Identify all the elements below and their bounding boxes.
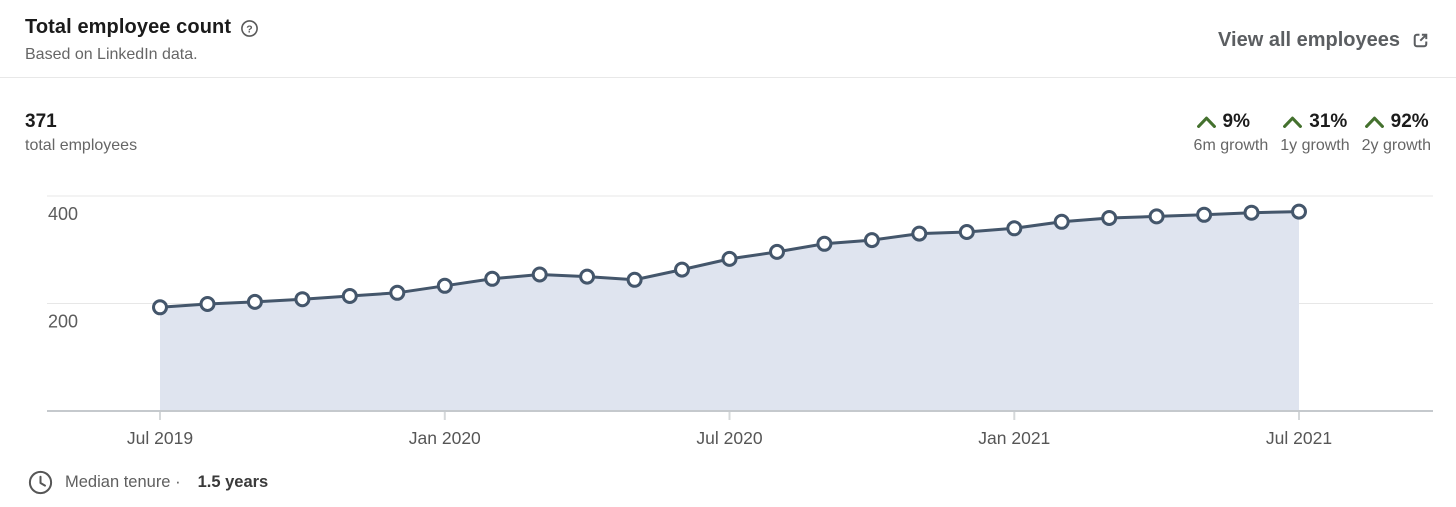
x-axis-tick-label: Jul 2019 bbox=[127, 428, 193, 448]
chart-point[interactable] bbox=[246, 293, 263, 310]
area-fill bbox=[160, 211, 1299, 411]
chart-point[interactable] bbox=[341, 288, 358, 304]
chart-point[interactable] bbox=[1053, 213, 1070, 230]
stats-row: 371 total employees 9% 6m growth bbox=[0, 78, 1456, 155]
median-tenure-value: 1.5 years bbox=[197, 473, 269, 491]
chart-point[interactable] bbox=[1291, 203, 1307, 220]
total-employees-stat: 371 total employees bbox=[25, 111, 137, 155]
y-axis-tick-label: 200 bbox=[48, 312, 78, 332]
growth-stat-1y: 31% 1y growth bbox=[1280, 111, 1349, 155]
chart-point[interactable] bbox=[436, 277, 453, 294]
total-employees-label: total employees bbox=[25, 137, 138, 154]
clock-icon bbox=[28, 470, 53, 495]
chart-point[interactable] bbox=[294, 291, 311, 308]
chart-point[interactable] bbox=[911, 225, 928, 242]
growth-stat-6m: 9% 6m growth bbox=[1194, 111, 1269, 155]
chart-point[interactable] bbox=[484, 270, 501, 287]
page-title: Total employee count bbox=[25, 16, 232, 38]
growth-label: 2y growth bbox=[1361, 137, 1431, 154]
chart-point[interactable] bbox=[1148, 208, 1165, 225]
median-tenure-row: Median tenure · 1.5 years bbox=[28, 470, 268, 495]
view-all-label: View all employees bbox=[1218, 29, 1400, 51]
chart-point[interactable] bbox=[531, 266, 548, 283]
chart-point[interactable] bbox=[1196, 206, 1213, 223]
chart-point[interactable] bbox=[816, 235, 833, 252]
x-axis-tick-label: Jan 2020 bbox=[409, 428, 481, 448]
chart-point[interactable] bbox=[863, 232, 880, 249]
growth-value: 92% bbox=[1390, 111, 1429, 132]
growth-stats: 9% 6m growth 31% 1y growth bbox=[1194, 111, 1431, 155]
area-chart-svg: 200 400 Jul 2019 Jan 2020 Jul 2020 Jan 2021 Ju… bbox=[47, 195, 1433, 448]
median-tenure-label: Median tenure · bbox=[65, 473, 181, 491]
growth-label: 1y growth bbox=[1280, 137, 1350, 154]
chart-point[interactable] bbox=[152, 299, 168, 316]
chart-point[interactable] bbox=[1243, 204, 1260, 221]
chart-point[interactable] bbox=[199, 296, 216, 312]
card-header: Total employee count ? Based on LinkedIn… bbox=[0, 0, 1456, 78]
external-link-icon bbox=[1410, 30, 1431, 51]
x-axis-tick-label: Jul 2021 bbox=[1266, 428, 1332, 448]
y-axis-tick-label: 400 bbox=[48, 204, 78, 224]
chart-point[interactable] bbox=[674, 261, 690, 278]
chart-point[interactable] bbox=[1006, 220, 1023, 237]
total-employees-value: 371 bbox=[25, 111, 57, 132]
x-axis-tick-label: Jul 2020 bbox=[696, 428, 762, 448]
growth-up-icon bbox=[1196, 116, 1216, 128]
chart-point[interactable] bbox=[389, 284, 406, 301]
growth-stat-2y: 92% 2y growth bbox=[1362, 111, 1431, 155]
growth-value: 31% bbox=[1309, 111, 1348, 132]
chart-point[interactable] bbox=[958, 224, 975, 240]
chart-point[interactable] bbox=[579, 268, 596, 285]
employee-count-chart: 200 400 Jul 2019 Jan 2020 Jul 2020 Jan 2021 Ju… bbox=[0, 186, 1456, 461]
growth-up-icon bbox=[1283, 116, 1303, 128]
growth-label: 6m growth bbox=[1193, 137, 1269, 154]
growth-value: 9% bbox=[1222, 111, 1251, 132]
header-title-block: Total employee count ? Based on LinkedIn… bbox=[25, 16, 259, 64]
chart-point[interactable] bbox=[721, 250, 738, 267]
chart-point[interactable] bbox=[626, 271, 643, 288]
card-subtitle: Based on LinkedIn data. bbox=[25, 46, 198, 63]
help-icon[interactable]: ? bbox=[240, 19, 259, 38]
chart-point[interactable] bbox=[769, 243, 785, 260]
x-axis-tick-label: Jan 2021 bbox=[978, 428, 1050, 448]
chart-point[interactable] bbox=[1101, 210, 1118, 226]
view-all-employees-link[interactable]: View all employees bbox=[1218, 29, 1431, 52]
svg-text:?: ? bbox=[246, 23, 252, 35]
growth-up-icon bbox=[1364, 116, 1384, 128]
